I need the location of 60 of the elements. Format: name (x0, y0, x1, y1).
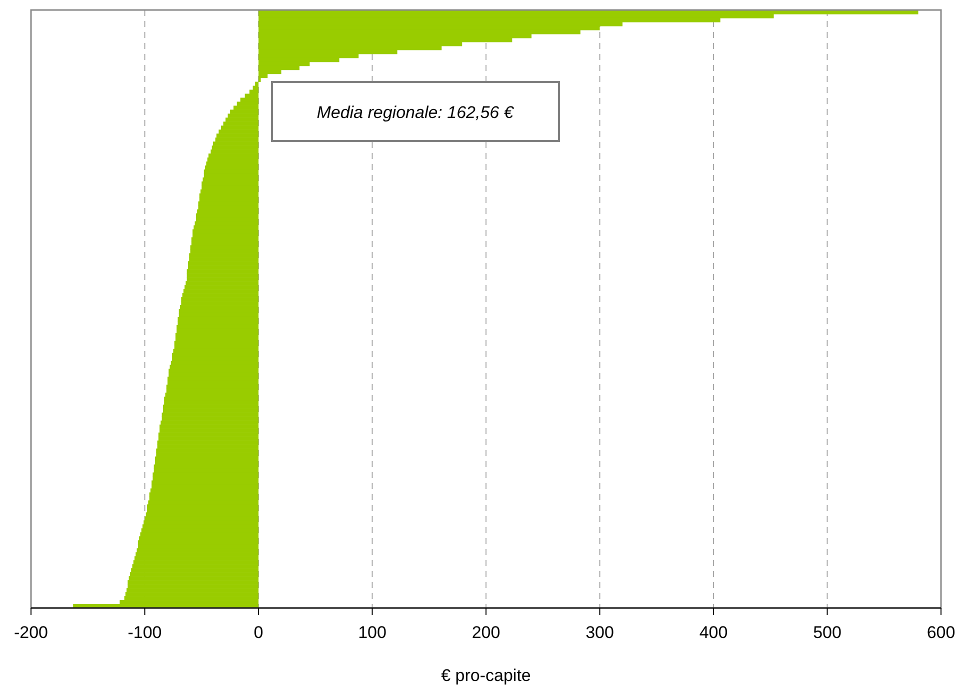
x-tick-label: 600 (926, 623, 956, 642)
bar (186, 281, 258, 286)
bar (134, 556, 258, 560)
bar (131, 568, 258, 572)
bar (189, 253, 258, 258)
bar (126, 588, 258, 592)
bar (186, 273, 258, 278)
bar (160, 420, 258, 425)
bar (158, 436, 258, 441)
bar (216, 134, 258, 138)
bar (186, 277, 258, 282)
bar (162, 416, 258, 421)
bar (252, 86, 258, 90)
bar (233, 106, 258, 110)
x-tick-label: -200 (14, 623, 48, 642)
bar (157, 440, 258, 445)
bar (223, 122, 258, 126)
bar (125, 592, 258, 596)
bar (128, 584, 258, 588)
bar (184, 285, 258, 290)
bar (132, 564, 258, 568)
bar (136, 552, 258, 556)
bar (230, 110, 258, 114)
bar (212, 146, 258, 150)
bar (157, 444, 258, 449)
bar (183, 289, 258, 294)
bar (128, 580, 258, 584)
bar (213, 142, 258, 146)
x-tick-label: -100 (128, 623, 162, 642)
bar (220, 126, 258, 130)
bar (186, 269, 258, 274)
bar (188, 261, 258, 266)
bar (181, 297, 258, 302)
bar (182, 293, 258, 298)
bar (130, 572, 258, 576)
bar (133, 560, 258, 564)
bar (226, 118, 258, 122)
x-tick-label: 200 (472, 623, 500, 642)
annotation: Media regionale: 162,56 € (316, 103, 515, 122)
bar (218, 130, 258, 134)
bar (210, 150, 258, 154)
bar (158, 432, 258, 437)
x-tick-label: 500 (813, 623, 842, 642)
bar (162, 412, 258, 417)
bar (156, 448, 258, 453)
x-tick-label: 100 (358, 623, 386, 642)
bar (228, 114, 258, 118)
bar (162, 408, 258, 413)
bar (162, 404, 258, 409)
x-tick-label: 400 (699, 623, 728, 642)
x-axis-title: € pro-capite (441, 666, 531, 685)
bar (160, 424, 258, 429)
bar (128, 576, 258, 580)
bar (189, 257, 258, 262)
bar (215, 138, 258, 142)
x-tick-label: 0 (254, 623, 264, 642)
x-tick-label: 300 (586, 623, 614, 642)
bar (188, 265, 258, 270)
bar (160, 428, 258, 433)
bar (181, 301, 258, 306)
